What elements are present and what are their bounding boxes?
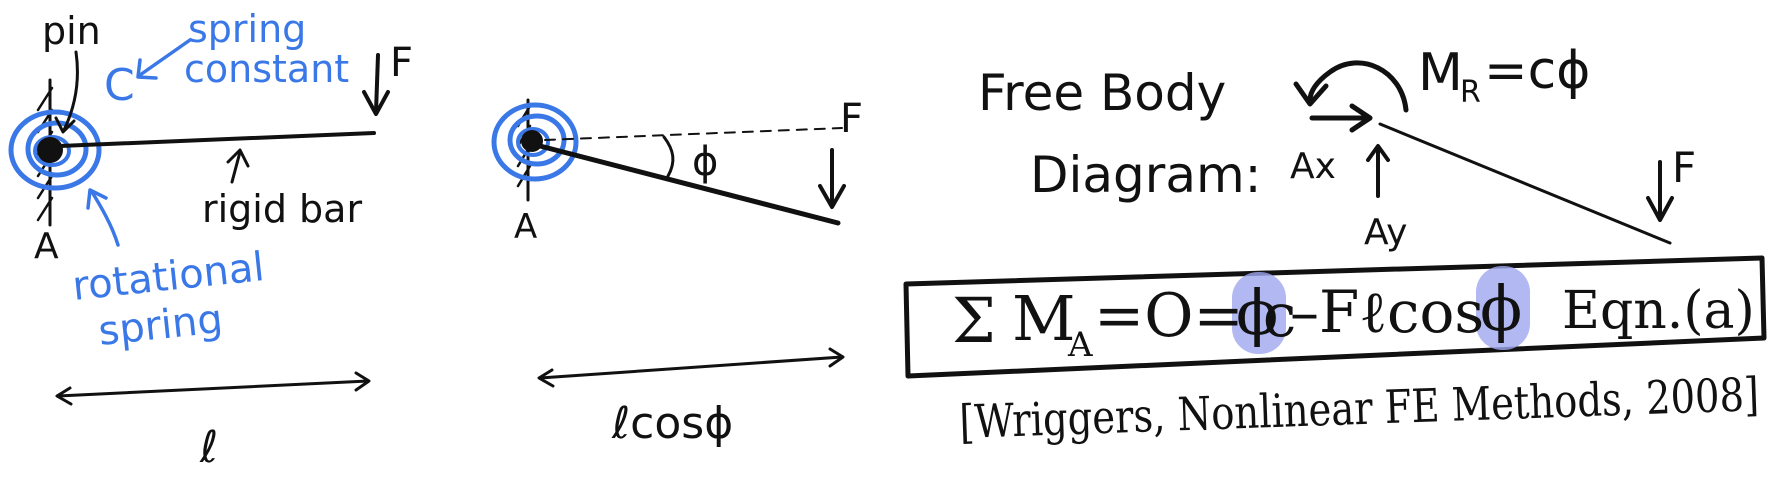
length-dimension-line [56, 379, 370, 398]
eq-moment: M [1012, 282, 1075, 355]
eq-middle: =O= c [1094, 281, 1296, 351]
figure-pinned-bar: F pin C spring constant rigid bar A rota… [8, 7, 413, 473]
rigid-bar-label: rigid bar [202, 187, 362, 231]
pin-label: pin [42, 9, 101, 53]
fbd-bar [1378, 122, 1672, 245]
citation: [Wriggers, Nonlinear FE Methods, 2008] [958, 367, 1759, 449]
pin-joint [37, 137, 63, 163]
spring-constant-label-2: constant [184, 47, 349, 91]
angle-arc [662, 135, 675, 178]
projected-length-line [538, 355, 844, 380]
spring-constant-pointer [138, 38, 192, 77]
pin-pointer [62, 50, 79, 132]
angle-label: ϕ [692, 139, 718, 185]
equation-box [903, 255, 1767, 379]
force-arrow-shaft [374, 53, 380, 114]
moment-subscript: R [1460, 75, 1481, 110]
moment-equation: Σ M A =O= c ϕ –Fℓcos ϕ Eqn.(a) [903, 255, 1767, 379]
length-label: ℓ [199, 422, 218, 473]
figure-rotated-bar: ϕ F A ℓcosϕ [491, 96, 863, 449]
rigid-bar [58, 131, 376, 148]
ay-label: Ay [1364, 212, 1408, 253]
rotational-spring-label-1: rotational [70, 244, 266, 310]
support-label: A [34, 226, 59, 267]
reference-line [544, 127, 843, 141]
projected-length-label: ℓcosϕ [611, 398, 733, 449]
eq-minus-force: –Fℓcos [1290, 278, 1484, 346]
force-label-2: F [840, 96, 863, 142]
force-label: F [390, 40, 413, 86]
force-arrow-head [362, 90, 390, 116]
fbd-force-label: F [1672, 143, 1696, 192]
free-body-diagram: Free Body Diagram: M R =cϕ Ax Ay F [978, 41, 1696, 253]
rotated-bar [537, 143, 841, 226]
rotational-spring-pointer [90, 190, 120, 247]
moment-rhs: =cϕ [1484, 41, 1590, 101]
eq-sigma: Σ [952, 284, 996, 357]
moment-arc [1307, 60, 1409, 113]
phi-highlight-2 [1476, 266, 1530, 350]
ax-label: Ax [1290, 146, 1336, 187]
spring-constant-label-1: spring [188, 7, 306, 51]
eq-tag: Eqn.(a) [1562, 281, 1755, 341]
eq-phi-2: ϕ [1480, 272, 1522, 345]
eq-moment-subscript: A [1067, 325, 1093, 365]
moment-label: M [1418, 43, 1463, 103]
eq-phi-1: ϕ [1236, 276, 1278, 349]
pin-joint-2 [521, 130, 543, 152]
rigid-bar-pointer [230, 150, 242, 184]
phi-highlight-1 [1232, 272, 1286, 354]
spring-constant-symbol: C [104, 60, 135, 111]
support-label-2: A [514, 207, 537, 247]
fbd-title-2: Diagram: [1030, 146, 1262, 204]
fbd-title-1: Free Body [978, 64, 1226, 122]
